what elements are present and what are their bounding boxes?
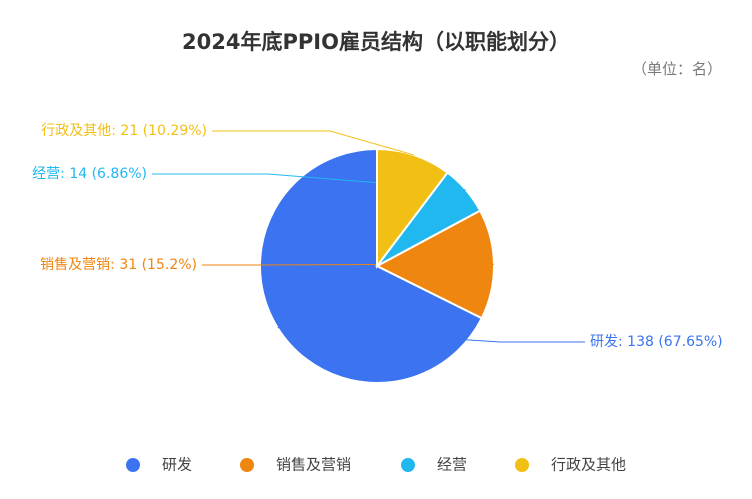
legend-marker-3[interactable] — [401, 458, 415, 472]
chart-title: 2024年底PPIO雇员结构（以职能划分） — [182, 30, 570, 54]
legend-label-4[interactable]: 行政及其他 — [551, 456, 626, 474]
slice-data-label-3: 经营: 14 (6.86%) — [32, 166, 147, 182]
label-leader-line-2 — [202, 263, 494, 266]
legend-marker-2[interactable] — [240, 458, 254, 472]
legend-marker-1[interactable] — [126, 458, 140, 472]
legend-label-2[interactable]: 销售及营销 — [276, 456, 351, 474]
slice-data-label-2: 销售及营销: 31 (15.2%) — [40, 257, 197, 273]
legend-marker-4[interactable] — [515, 458, 529, 472]
slice-data-label-1: 研发: 138 (67.65%) — [590, 334, 723, 350]
label-leader-line-4 — [212, 130, 415, 156]
unit-note: （单位：名） — [631, 60, 722, 78]
legend-label-3[interactable]: 经营 — [437, 456, 467, 474]
slice-data-label-4: 行政及其他: 21 (10.29%) — [41, 123, 207, 139]
label-leader-line-1 — [277, 327, 585, 343]
pie-slice-1[interactable] — [259, 147, 484, 384]
legend-label-1[interactable]: 研发 — [162, 456, 192, 474]
